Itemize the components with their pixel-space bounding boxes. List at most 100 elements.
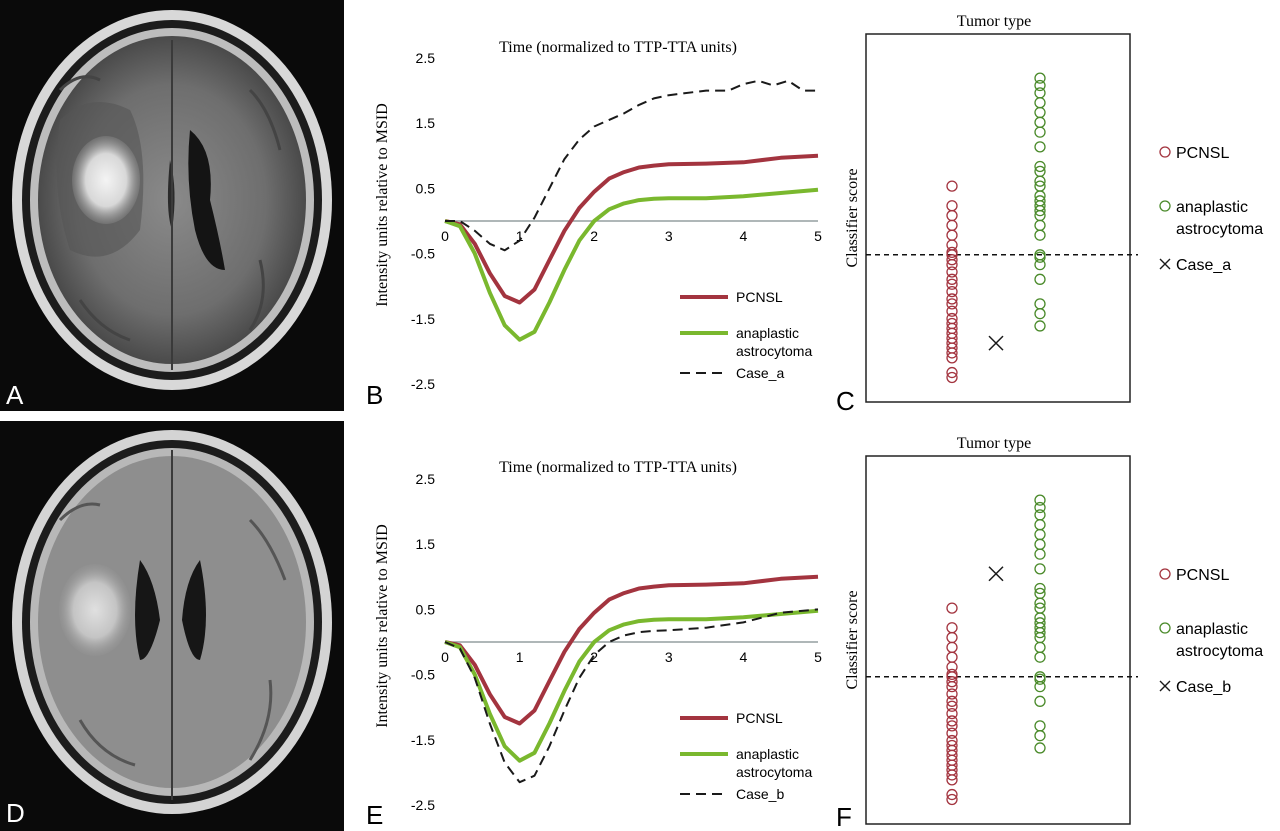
scatter-point-pcnsl: [946, 180, 958, 192]
scatter-point-anaplastic-astrocytoma: [1034, 548, 1046, 560]
y-axis-label: Classifier score: [844, 168, 861, 267]
scatter-point-anaplastic-astrocytoma: [1034, 680, 1046, 693]
scatter-point-anaplastic-astrocytoma: [1034, 538, 1046, 550]
y-tick-label: -2.5: [411, 376, 435, 392]
y-tick-label: 2.5: [416, 50, 436, 66]
scatter-point-anaplastic-astrocytoma: [1034, 97, 1046, 109]
scatter-point-pcnsl: [946, 298, 958, 310]
legend-label-case-a: Case_a: [736, 365, 784, 381]
series-line-case-b: [444, 608, 819, 784]
scatter-point-pcnsl: [946, 707, 958, 720]
scatter-point-anaplastic-astrocytoma: [1034, 695, 1046, 707]
x-tick-label: 5: [814, 228, 822, 244]
scatter-point-pcnsl: [946, 793, 958, 806]
x-tick-label: 4: [740, 649, 748, 665]
legend-label-astro-line2: astrocytoma: [1176, 221, 1263, 238]
x-tick-label: 0: [441, 649, 449, 665]
legend-label-astro-line1: anaplastic: [1176, 199, 1248, 216]
series-line-anaplastic-astrocytoma: [444, 608, 819, 763]
legend-marker-pcnsl: [1159, 568, 1171, 580]
scatter-point-pcnsl: [946, 278, 958, 290]
x-tick-label: 1: [516, 228, 524, 244]
y-tick-label: 0.5: [416, 180, 436, 196]
legend-label-pcnsl: PCNSL: [1176, 567, 1229, 584]
legend-label-astro-line1: anaplastic: [736, 746, 799, 762]
scatter-point-pcnsl: [946, 352, 958, 364]
scatter-point-anaplastic-astrocytoma: [1034, 141, 1046, 153]
y-tick-label: -1.5: [411, 732, 435, 748]
y-tick-label: 1.5: [416, 115, 436, 131]
scatter-point-anaplastic-astrocytoma: [1034, 79, 1046, 92]
panel-label-b: B: [366, 380, 383, 410]
scatter-point-anaplastic-astrocytoma: [1034, 116, 1046, 128]
scatter-point-anaplastic-astrocytoma: [1034, 501, 1046, 514]
scatter-chart-c: Tumor type Classifier score C PCNSL anap…: [836, 13, 1263, 416]
scatter-point-pcnsl: [946, 347, 958, 359]
scatter-point-pcnsl: [946, 695, 958, 707]
legend-label-pcnsl: PCNSL: [736, 710, 783, 726]
scatter-point-anaplastic-astrocytoma: [1034, 597, 1046, 609]
scatter-point-pcnsl: [946, 305, 958, 317]
scatter-point-anaplastic-astrocytoma: [1034, 204, 1046, 217]
scatter-point-anaplastic-astrocytoma: [1034, 258, 1046, 271]
scatter-point-pcnsl: [946, 273, 958, 285]
scatter-point-anaplastic-astrocytoma: [1034, 298, 1046, 310]
scatter-point-anaplastic-astrocytoma: [1034, 673, 1046, 685]
scatter-point-anaplastic-astrocytoma: [1034, 106, 1046, 119]
scatter-point-anaplastic-astrocytoma: [1034, 582, 1046, 595]
y-tick-label: 0.5: [416, 601, 436, 617]
scatter-point-anaplastic-astrocytoma: [1034, 626, 1046, 639]
scatter-point-pcnsl: [946, 688, 958, 700]
legend-label-astro-line2: astrocytoma: [736, 343, 812, 359]
scatter-point-pcnsl: [946, 254, 958, 266]
panel-label-f: F: [836, 802, 852, 831]
scatter-point-pcnsl: [946, 266, 958, 278]
scatter-point-pcnsl: [946, 715, 958, 727]
scatter-point-pcnsl: [946, 285, 958, 298]
legend-label-astro-line2: astrocytoma: [1176, 643, 1263, 660]
x-tick-label: 3: [665, 649, 673, 665]
panel-label-c: C: [836, 386, 855, 416]
scatter-point-pcnsl: [946, 720, 958, 732]
x-tick-label: 2: [590, 649, 598, 665]
legend-label-astro-line1: anaplastic: [1176, 621, 1248, 638]
scatter-chart-f: Tumor type Classifier score F PCNSL anap…: [836, 435, 1263, 831]
y-tick-label: -1.5: [411, 311, 435, 327]
scatter-point-anaplastic-astrocytoma: [1034, 175, 1046, 187]
y-axis-label: Classifier score: [844, 590, 861, 689]
scatter-point-case-b: [988, 566, 1004, 582]
scatter-point-pcnsl: [946, 676, 958, 688]
scatter-point-anaplastic-astrocytoma: [1034, 160, 1046, 173]
scatter-point-anaplastic-astrocytoma: [1034, 742, 1046, 754]
legend-label-pcnsl: PCNSL: [736, 289, 783, 305]
line-chart-b: Time (normalized to TTP-TTA units) Inten…: [366, 39, 822, 410]
y-tick-label: -0.5: [411, 667, 435, 683]
scatter-point-anaplastic-astrocytoma: [1034, 273, 1046, 285]
y-tick-label: -0.5: [411, 246, 435, 262]
series-line-pcnsl: [444, 153, 819, 305]
mri-image-d: D: [0, 421, 344, 831]
scatter-point-anaplastic-astrocytoma: [1034, 651, 1046, 663]
scatter-point-anaplastic-astrocytoma: [1034, 730, 1046, 742]
plot-frame: [865, 33, 1131, 403]
y-axis-label: Intensity units relative to MSID: [374, 524, 391, 728]
panel-label-d: D: [6, 798, 25, 828]
legend-marker-case-a: [1159, 258, 1171, 270]
chart-title: Time (normalized to TTP-TTA units): [499, 39, 737, 56]
scatter-point-pcnsl: [946, 219, 958, 232]
legend-label-case-b: Case_b: [1176, 679, 1231, 696]
scatter-point-pcnsl: [946, 602, 958, 614]
x-tick-label: 5: [814, 649, 822, 665]
mri-image-a: A: [0, 0, 344, 411]
scatter-point-pcnsl: [946, 651, 958, 663]
x-tick-label: 3: [665, 228, 673, 244]
x-tick-label: 4: [740, 228, 748, 244]
scatter-point-pcnsl: [946, 774, 958, 786]
scatter-point-anaplastic-astrocytoma: [1034, 641, 1046, 654]
scatter-point-pcnsl: [946, 258, 958, 271]
scatter-point-pcnsl: [946, 229, 958, 241]
scatter-point-anaplastic-astrocytoma: [1034, 219, 1046, 232]
scatter-point-pcnsl: [946, 680, 958, 693]
panel-label-a: A: [6, 380, 24, 410]
